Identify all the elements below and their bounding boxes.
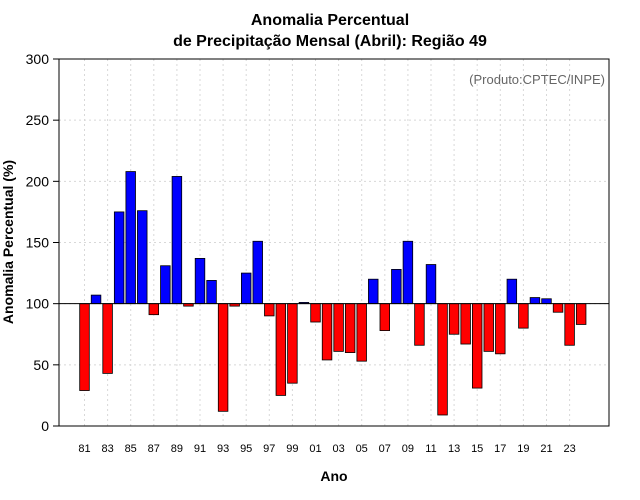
bar-99: [287, 303, 298, 384]
x-tick-label: 81: [78, 443, 90, 455]
bar-93: [217, 303, 229, 412]
bar-18: [506, 278, 518, 305]
x-tick-label: 19: [517, 443, 529, 455]
x-tick-label: 07: [379, 443, 391, 455]
bar-13: [448, 303, 460, 335]
x-tick-label: 83: [101, 443, 113, 455]
x-tick-label: 93: [217, 443, 229, 455]
chart-title-line-2: de Precipitação Mensal (Abril): Região 4…: [173, 33, 487, 50]
bar-87: [148, 303, 160, 316]
bar-81: [79, 303, 90, 391]
x-tick-label: 13: [448, 443, 460, 455]
x-tick-label: 87: [148, 443, 160, 455]
bar-84: [113, 211, 125, 305]
x-tick-label: 91: [194, 443, 206, 455]
bar-20: [529, 297, 541, 305]
bar-09: [402, 240, 414, 305]
bar-97: [264, 303, 275, 317]
bar-22: [552, 303, 564, 313]
bar-83: [102, 303, 113, 374]
bar-88: [160, 265, 171, 305]
bar-23: [564, 303, 575, 346]
x-tick-label: 89: [171, 443, 183, 455]
x-tick-label: 11: [425, 443, 436, 455]
x-axis-label: Ano: [320, 468, 347, 484]
x-tick-label: 09: [402, 443, 414, 455]
bar-21: [541, 298, 552, 305]
x-tick-label: 21: [540, 443, 552, 455]
bar-82: [90, 294, 102, 305]
y-tick-label: 0: [41, 418, 49, 434]
bars: [79, 171, 587, 416]
bar-04: [344, 303, 356, 354]
grid-lines: [59, 59, 609, 426]
bar-85: [125, 171, 136, 305]
bar-10: [414, 303, 425, 346]
x-axis-ticks: 81 83 85 87 89 91 93 95 97 99 01 03 05 07 09 11 13 15 17 19…: [78, 443, 575, 455]
bar-86: [137, 210, 148, 305]
y-tick-label: 200: [26, 173, 50, 189]
bar-98: [275, 303, 287, 396]
x-tick-label: 97: [263, 443, 275, 455]
bar-08: [391, 269, 402, 305]
y-axis-label: Anomalia Percentual (%): [0, 160, 16, 324]
bar-19: [518, 303, 529, 329]
bar-05: [356, 303, 367, 362]
x-tick-label: 99: [286, 443, 298, 455]
bar-91: [194, 257, 206, 305]
x-tick-label: 17: [494, 443, 506, 455]
bar-03: [333, 303, 344, 352]
bar-95: [240, 272, 252, 305]
x-tick-label: 15: [471, 443, 483, 455]
y-tick-label: 100: [26, 296, 50, 312]
x-tick-label: 85: [125, 443, 137, 455]
bar-14: [460, 303, 471, 345]
bar-12: [437, 303, 448, 416]
bar-06: [368, 278, 379, 305]
bar-89: [171, 176, 183, 305]
bar-01: [310, 303, 321, 323]
bar-96: [252, 240, 263, 305]
y-tick-label: 50: [33, 357, 49, 373]
y-tick-label: 250: [26, 112, 50, 128]
chart-title-line-1: Anomalia Percentual: [251, 12, 409, 29]
bar-15: [471, 303, 483, 389]
product-credit: (Produto:CPTEC/INPE): [469, 72, 605, 87]
x-tick-label: 95: [240, 443, 252, 455]
bar-24: [575, 303, 587, 325]
bar-02: [321, 303, 333, 361]
y-tick-label: 150: [26, 235, 50, 251]
x-tick-label: 03: [332, 443, 344, 455]
x-tick-label: 05: [356, 443, 368, 455]
y-tick-label: 300: [26, 51, 50, 67]
y-axis-ticks: 0 50 100 150 200 250 300: [26, 51, 59, 434]
bar-92: [206, 280, 217, 305]
x-tick-label: 23: [563, 443, 575, 455]
bar-07: [379, 303, 391, 331]
x-tick-label: 01: [309, 443, 321, 455]
bar-16: [483, 303, 494, 352]
bar-11: [425, 264, 437, 305]
bar-17: [495, 303, 506, 355]
